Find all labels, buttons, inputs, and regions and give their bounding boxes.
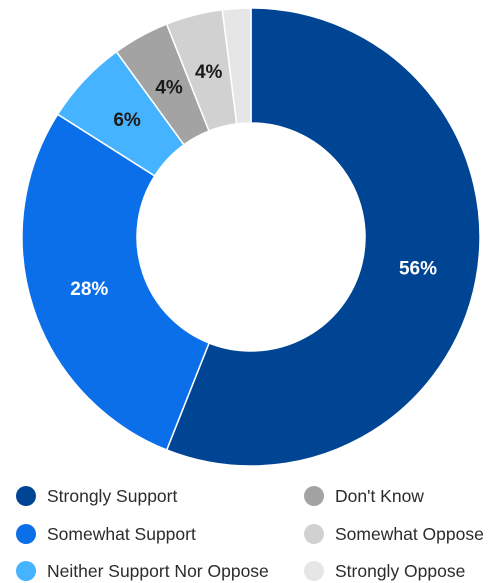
legend-label: Strongly Support xyxy=(47,485,178,506)
legend-swatch-strongly-support xyxy=(16,486,36,506)
slice-data-label-4: 4% xyxy=(195,62,223,83)
donut-slice-0 xyxy=(165,7,481,467)
legend-item-somewhat-support: Somewhat Support xyxy=(16,522,196,546)
donut-slices xyxy=(21,7,481,467)
legend-item-neither: Neither Support Nor Oppose xyxy=(16,559,269,583)
slice-data-label-0: 56% xyxy=(399,258,437,279)
slice-data-label-1: 28% xyxy=(70,279,108,300)
legend-swatch-somewhat-support xyxy=(16,524,36,544)
legend-label: Somewhat Support xyxy=(47,523,196,544)
legend-label: Don't Know xyxy=(335,485,424,506)
slice-data-label-3: 4% xyxy=(155,78,183,99)
legend-item-strongly-oppose: Strongly Oppose xyxy=(304,559,465,583)
legend-swatch-somewhat-oppose xyxy=(304,524,324,544)
legend-label: Strongly Oppose xyxy=(335,560,466,581)
legend-item-somewhat-oppose: Somewhat Oppose xyxy=(304,522,484,546)
legend-swatch-dont-know xyxy=(304,486,324,506)
legend-swatch-neither xyxy=(16,561,36,581)
donut-slice-5 xyxy=(221,7,252,125)
donut-slice-1 xyxy=(21,113,211,451)
legend-item-strongly-support: Strongly Support xyxy=(16,484,177,508)
legend-label: Somewhat Oppose xyxy=(335,523,484,544)
legend-item-dont-know: Don't Know xyxy=(304,484,424,508)
legend-swatch-strongly-oppose xyxy=(304,561,324,581)
slice-labels: 56% 28% 6% 4% 4% xyxy=(70,62,437,300)
legend-label: Neither Support Nor Oppose xyxy=(47,560,269,581)
chart-legend: Strongly Support Somewhat Support Neithe… xyxy=(0,484,497,583)
slice-data-label-2: 6% xyxy=(113,110,141,131)
